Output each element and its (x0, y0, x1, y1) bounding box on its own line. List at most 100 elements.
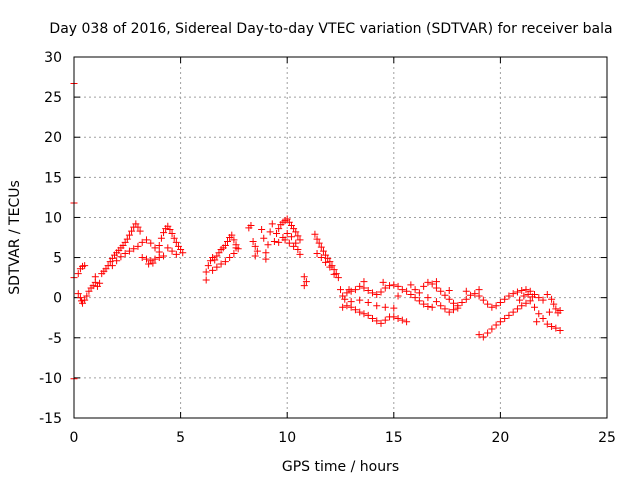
data-point (513, 288, 521, 296)
data-point (113, 257, 121, 265)
data-point (411, 294, 419, 302)
data-point (343, 302, 351, 310)
data-point (381, 284, 389, 292)
data-point (381, 316, 389, 324)
data-point (479, 296, 487, 304)
data-point (415, 289, 423, 297)
data-point (454, 304, 462, 312)
data-point (390, 313, 398, 321)
data-point (552, 324, 560, 332)
data-point (428, 280, 436, 288)
data-point (251, 252, 259, 260)
data-point (377, 319, 385, 327)
data-point (311, 230, 319, 238)
data-point (516, 296, 524, 304)
data-point (330, 270, 338, 278)
data-point (432, 298, 440, 306)
data-point (539, 315, 547, 323)
data-point (407, 281, 415, 289)
data-point (441, 291, 449, 299)
data-point (264, 241, 272, 249)
data-point (326, 263, 334, 271)
data-point (160, 252, 168, 260)
data-point (142, 236, 150, 244)
data-point (524, 290, 532, 298)
x-axis-label: GPS time / hours (282, 459, 399, 475)
data-point (556, 307, 564, 315)
data-point (145, 260, 153, 268)
data-point (496, 318, 504, 326)
data-point (518, 302, 526, 310)
data-point (81, 296, 89, 304)
data-point (479, 333, 487, 341)
data-point (548, 295, 556, 303)
data-point (294, 246, 302, 254)
data-point (445, 295, 453, 303)
data-point (315, 239, 323, 247)
data-point (441, 305, 449, 313)
x-tick-label: 15 (385, 430, 403, 446)
data-point (488, 303, 496, 311)
data-point (283, 229, 291, 237)
data-point (339, 303, 347, 311)
data-point (462, 295, 470, 303)
x-tick-label: 25 (598, 430, 616, 446)
data-point (266, 228, 274, 236)
data-point (424, 278, 432, 286)
data-point (509, 290, 517, 298)
data-point (539, 296, 547, 304)
data-point (170, 234, 178, 242)
data-point (142, 255, 150, 263)
data-point (415, 297, 423, 305)
data-point (270, 238, 278, 246)
data-points (70, 79, 564, 383)
y-tick-label: -5 (48, 331, 62, 347)
data-point (543, 320, 551, 328)
y-axis-label: SDTVAR / TECUs (7, 180, 23, 295)
data-point (296, 250, 304, 258)
data-point (437, 302, 445, 310)
data-point (160, 229, 168, 237)
data-point (528, 293, 536, 301)
data-point (492, 321, 500, 329)
data-point (262, 249, 270, 257)
data-point (317, 243, 325, 251)
data-point (467, 291, 475, 299)
y-tick-label: 15 (44, 170, 62, 186)
data-point (136, 227, 144, 235)
data-point (394, 292, 402, 300)
data-point (247, 221, 255, 229)
data-point (428, 303, 436, 311)
data-point (403, 318, 411, 326)
data-point (356, 282, 364, 290)
data-point (262, 255, 270, 263)
data-point (411, 286, 419, 294)
data-point (351, 306, 359, 314)
plot-frame (73, 56, 608, 419)
data-point (550, 300, 558, 308)
data-point (260, 234, 268, 242)
data-point (535, 310, 543, 318)
y-tick-label: 25 (44, 90, 62, 106)
data-point (302, 278, 310, 286)
data-point (275, 238, 283, 246)
data-point (347, 298, 355, 306)
data-point (209, 266, 217, 274)
data-point (155, 254, 163, 262)
data-point (520, 292, 528, 300)
data-point (251, 242, 259, 250)
x-tick-label: 10 (278, 430, 296, 446)
x-tick-labels: 0 5 10 15 20 25 (70, 430, 616, 446)
data-point (232, 241, 240, 249)
data-point (377, 288, 385, 296)
data-point (390, 281, 398, 289)
data-point (83, 292, 91, 300)
data-point (462, 287, 470, 295)
data-point (74, 270, 82, 278)
y-tick-label: 0 (53, 291, 62, 307)
data-point (509, 308, 517, 316)
data-point (548, 323, 556, 331)
data-point (226, 254, 234, 262)
data-point (117, 253, 125, 261)
data-point (475, 286, 483, 294)
